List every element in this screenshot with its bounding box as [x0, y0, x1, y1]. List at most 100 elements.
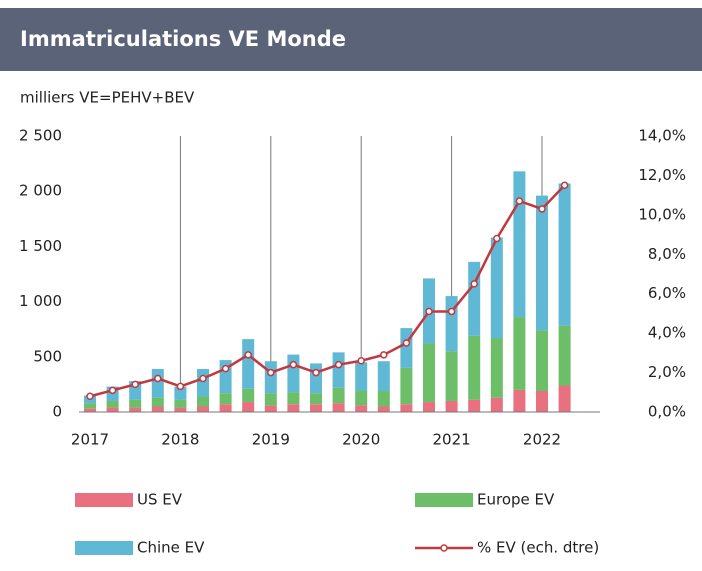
bar [151, 397, 164, 407]
bar [513, 389, 526, 412]
bar [174, 399, 187, 408]
bar [287, 392, 300, 405]
line [89, 184, 566, 398]
bar [219, 393, 232, 405]
chart-title: Immatriculations VE Monde [20, 27, 346, 51]
y2-tick-label: 10,0% [638, 205, 686, 223]
bar [490, 397, 503, 412]
bar [400, 328, 413, 368]
x-tick-label: 2018 [161, 431, 199, 449]
y-tick-label: 500 [33, 347, 62, 365]
y-tick-label: 0 [52, 403, 62, 421]
legend-label: Chine EV [137, 539, 205, 557]
bar [355, 405, 368, 412]
bar [468, 399, 481, 412]
legend-swatch [75, 493, 133, 507]
y-tick-label: 1 000 [19, 292, 62, 310]
bar [151, 406, 164, 412]
header-bar [0, 8, 702, 71]
bar [219, 404, 232, 412]
y2-tick-label: 4,0% [648, 324, 686, 342]
legend-swatch-marker [440, 544, 448, 552]
x-tick-label: 2021 [433, 431, 471, 449]
line-marker [154, 374, 162, 383]
line-marker [244, 351, 252, 359]
bar [287, 354, 300, 393]
bar [445, 351, 458, 401]
bar [287, 404, 300, 412]
bar [536, 195, 548, 331]
y2-tick-label: 6,0% [648, 284, 686, 302]
line-marker [380, 351, 388, 359]
bar [310, 404, 322, 412]
bar [423, 343, 435, 403]
line-marker [538, 205, 546, 213]
bar [332, 403, 345, 412]
bar [264, 393, 277, 406]
bar [310, 393, 322, 405]
bar [377, 406, 390, 412]
line-marker [402, 339, 411, 347]
line-marker [425, 307, 433, 316]
bar [468, 335, 481, 400]
y-tick-label: 2 500 [19, 127, 62, 145]
bar [355, 362, 368, 392]
bar [332, 352, 345, 388]
y-tick-label: 1 500 [19, 237, 62, 255]
bar [84, 403, 96, 409]
bar [445, 400, 458, 412]
bar [151, 368, 164, 398]
bar [558, 385, 571, 412]
line-marker [289, 360, 298, 369]
x-tick-label: 2022 [523, 431, 561, 449]
line-marker [312, 368, 320, 377]
bar [129, 399, 142, 408]
y2-tick-label: 0,0% [648, 403, 686, 421]
line-marker [515, 197, 524, 205]
bar [242, 388, 255, 403]
bar [106, 400, 119, 408]
bar [490, 237, 503, 339]
line-marker [560, 181, 569, 190]
bar [558, 325, 571, 386]
bar [377, 361, 390, 392]
line-marker [493, 234, 501, 243]
legend-swatch [75, 541, 133, 555]
bar [513, 171, 526, 318]
bar [197, 396, 209, 407]
y2-tick-label: 8,0% [648, 245, 686, 263]
bar [400, 404, 413, 412]
line-marker [176, 382, 185, 391]
bar [242, 402, 255, 412]
bar [536, 391, 548, 412]
bar [400, 367, 413, 405]
line-marker [447, 307, 456, 316]
line-marker [131, 380, 139, 389]
legend-label: % EV (ech. dtre) [477, 539, 599, 557]
bar [242, 339, 255, 389]
bar [197, 406, 209, 412]
bar [129, 407, 142, 412]
bar [513, 317, 526, 390]
chart-subtitle: milliers VE=PEHV+BEV [20, 89, 195, 107]
bar [106, 407, 119, 412]
bar [332, 387, 345, 404]
bar [84, 408, 96, 412]
bar [423, 402, 435, 412]
line-marker [267, 368, 275, 377]
line-marker [108, 386, 117, 395]
y2-tick-label: 14,0% [638, 127, 686, 145]
bar [264, 405, 277, 412]
x-tick-label: 2019 [252, 431, 290, 449]
line-marker [199, 374, 207, 383]
x-tick-label: 2017 [71, 431, 109, 449]
bar [264, 361, 277, 394]
bar [558, 183, 571, 326]
line-marker [86, 392, 94, 400]
line-marker [357, 356, 365, 365]
bar [377, 391, 390, 407]
bar [174, 407, 187, 412]
line-marker [470, 280, 478, 288]
bar [174, 386, 187, 400]
